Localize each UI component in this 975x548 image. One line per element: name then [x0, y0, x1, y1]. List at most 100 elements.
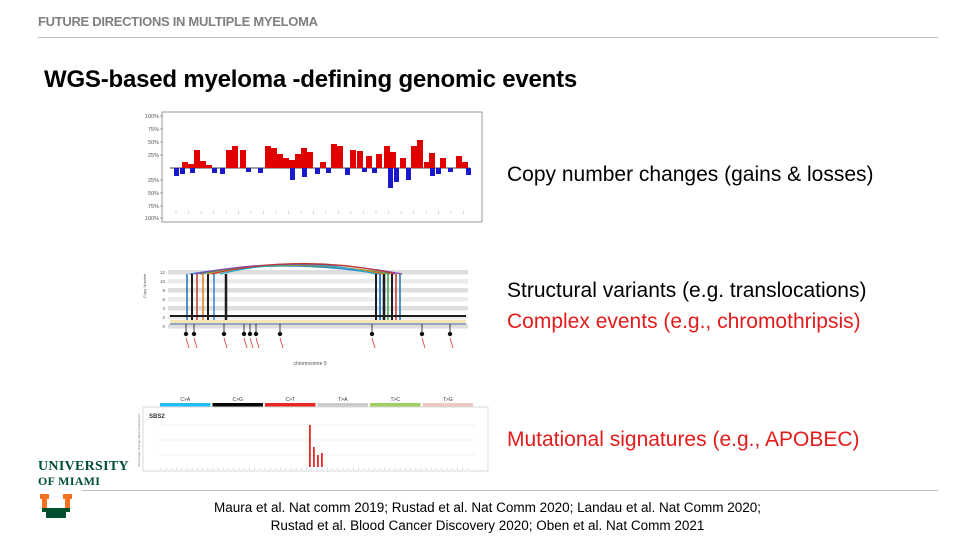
cna-loss-bar	[466, 168, 471, 175]
cna-gain-bar	[320, 162, 326, 168]
cna-loss-bar	[448, 168, 453, 172]
cna-gain-bar	[376, 154, 382, 168]
sig-category-bar	[317, 403, 368, 407]
bullet-structural-variants: Structural variants (e.g. translocations…	[507, 279, 867, 302]
sig-plot-frame	[142, 406, 489, 472]
sig-category-label: T>G	[443, 397, 453, 403]
cna-gain-bar	[357, 151, 363, 168]
cna-loss-bar	[345, 168, 350, 175]
cna-gain-bar	[295, 154, 301, 168]
cna-loss-bar	[315, 168, 320, 174]
cna-loss-bar	[372, 168, 377, 173]
sv-arc	[211, 262, 396, 275]
sv-tick-label: 12	[160, 270, 166, 275]
bullet-complex-events: Complex events (e.g., chromothripsis)	[507, 310, 861, 333]
cna-gain-bar	[200, 161, 206, 168]
sig-x-labels	[160, 468, 469, 470]
sv-gene-dot	[221, 331, 227, 337]
university-u-logo	[40, 494, 72, 518]
sv-copy-segments	[170, 315, 466, 325]
sig-category-bar	[160, 403, 211, 407]
cna-gain-bar	[429, 153, 435, 168]
sv-copy-band	[170, 320, 466, 324]
cna-loss-bar	[302, 168, 307, 177]
mutational-signature-figure: C>A C>G C>T T>A T>C T>G SBS2 Percentage of Si…	[137, 397, 489, 472]
sig-peak-bar	[317, 455, 319, 467]
cna-gain-bar	[277, 154, 283, 168]
section-header: FUTURE DIRECTIONS IN MULTIPLE MYELOMA	[38, 14, 318, 29]
cna-loss-bar	[436, 168, 441, 174]
reference-line-1: Maura et al. Nat comm 2019; Rustad et al…	[213, 500, 762, 515]
cna-loss-bar	[406, 168, 411, 180]
cna-gain-bar	[301, 148, 307, 168]
cna-loss-bar	[430, 168, 435, 176]
sig-category-label: T>A	[338, 397, 348, 403]
cna-tick-label: 50%	[148, 191, 159, 197]
sv-tick-label: 6	[162, 297, 165, 302]
sig-category-label: C>G	[233, 397, 244, 403]
cna-y-ticks: 100% 75% 50% 25% 25% 50% 75% 100%	[145, 114, 163, 222]
sv-band	[168, 297, 468, 302]
cna-gain-bar	[462, 162, 468, 168]
sv-gene-dot	[369, 331, 375, 337]
sv-gene-dot	[277, 331, 283, 337]
cna-loss-bar	[388, 168, 393, 188]
cna-gain-bar	[384, 146, 390, 168]
cna-gain-bar	[283, 158, 289, 168]
header-divider	[38, 37, 938, 38]
reference-line-2: Rustad et al. Blood Cancer Discovery 202…	[270, 518, 705, 533]
cna-gain-bar	[400, 158, 406, 168]
sig-category-bar	[265, 403, 316, 407]
cna-gain-bar	[350, 150, 356, 168]
cna-loss-bar	[394, 168, 399, 182]
cna-x-labels	[175, 211, 464, 214]
sv-gene-label-mark	[249, 337, 254, 349]
bullet-mutational-signatures: Mutational signatures (e.g., APOBEC)	[507, 428, 860, 451]
cna-loss-bar	[174, 168, 179, 176]
sv-band	[168, 306, 468, 311]
cna-tick-label: 25%	[148, 178, 159, 184]
sv-gene-dot	[447, 331, 453, 337]
cna-gain-bar	[331, 144, 337, 168]
sig-category-label: C>T	[285, 397, 295, 403]
cna-loss-bar	[180, 168, 185, 174]
cna-loss-bar	[258, 168, 263, 173]
sv-gene-label-mark	[185, 337, 190, 349]
sv-gene-label-mark	[193, 337, 198, 349]
sv-tick-label: 10	[160, 279, 166, 284]
structural-variant-figure: Copy Number 12 10 8 6 4 2 0 chromosome 9	[142, 262, 468, 367]
sv-y-ticks: 12 10 8 6 4 2 0	[160, 270, 166, 329]
logo-of-miami: OF MIAMI	[38, 474, 101, 488]
cna-loss-bar	[326, 168, 331, 173]
cna-tick-label: 75%	[148, 204, 159, 210]
cna-gain-bar	[232, 146, 238, 168]
sv-gene-label-mark	[371, 337, 376, 349]
sv-band	[168, 288, 468, 293]
sv-gene-label-mark	[449, 337, 454, 349]
sv-gene-dot	[253, 331, 259, 337]
sv-gene-label-mark	[243, 337, 248, 349]
cna-gain-bar	[337, 146, 343, 168]
cna-gain-bar	[390, 152, 396, 168]
cna-gain-bar	[265, 146, 271, 168]
cna-loss-bar	[190, 168, 195, 173]
cna-loss-bar	[246, 168, 251, 172]
sv-tick-label: 8	[162, 288, 165, 293]
sv-gene-label-mark	[279, 337, 284, 349]
sv-gene-dot	[247, 331, 253, 337]
cna-loss-bar	[362, 168, 367, 172]
sv-band	[168, 315, 468, 320]
cna-bars	[174, 140, 471, 188]
cna-gain-bar	[188, 164, 194, 168]
sig-category-label: T>C	[390, 397, 400, 403]
slide-title: WGS-based myeloma -defining genomic even…	[44, 66, 578, 93]
footer-divider	[82, 490, 938, 491]
cna-gain-bar	[440, 158, 446, 168]
cna-gain-bar	[411, 146, 417, 168]
cna-gain-bar	[182, 162, 188, 168]
cna-gain-bar	[456, 156, 462, 168]
sv-band	[168, 270, 468, 275]
sv-tick-label: 4	[162, 306, 165, 311]
sig-bars	[309, 425, 323, 467]
sv-gene-label-mark	[223, 337, 228, 349]
